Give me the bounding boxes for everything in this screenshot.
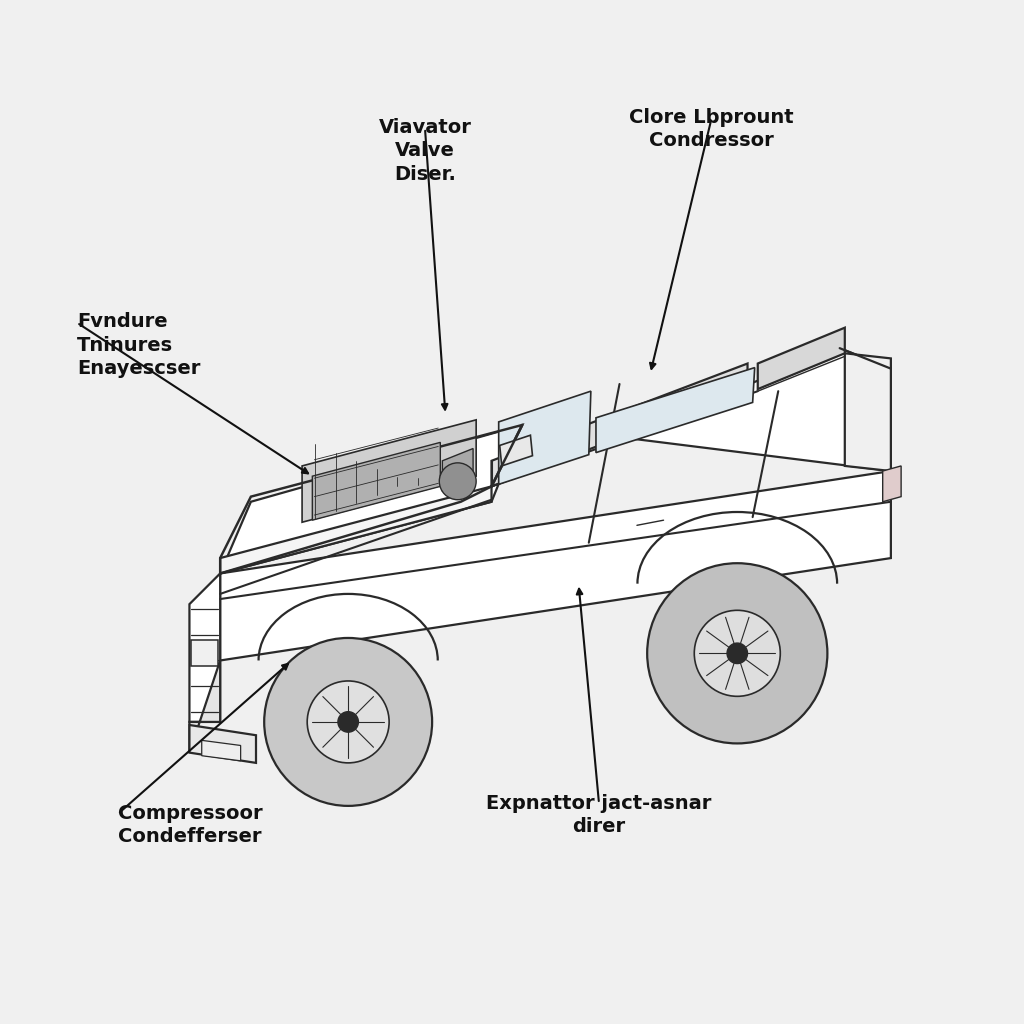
Circle shape [307, 681, 389, 763]
Text: Compressoor
Condefferser: Compressoor Condefferser [118, 804, 262, 847]
Polygon shape [202, 740, 241, 761]
Text: Expnattor jact-asnar
direr: Expnattor jact-asnar direr [486, 794, 712, 837]
Polygon shape [500, 435, 532, 466]
Polygon shape [220, 471, 891, 660]
Text: Viavator
Valve
Diser.: Viavator Valve Diser. [379, 118, 471, 183]
Polygon shape [189, 725, 256, 763]
Circle shape [439, 463, 476, 500]
Polygon shape [191, 640, 218, 666]
Polygon shape [442, 449, 473, 492]
Polygon shape [845, 353, 891, 471]
Text: Clore Lbprount
Condressor: Clore Lbprount Condressor [630, 108, 794, 151]
Polygon shape [596, 368, 755, 453]
Circle shape [727, 643, 748, 664]
Circle shape [694, 610, 780, 696]
Polygon shape [312, 442, 440, 520]
Polygon shape [492, 364, 748, 486]
Polygon shape [220, 486, 492, 573]
Circle shape [338, 712, 358, 732]
Polygon shape [189, 660, 220, 753]
Polygon shape [302, 420, 476, 522]
Circle shape [647, 563, 827, 743]
Polygon shape [499, 391, 591, 484]
Polygon shape [220, 425, 522, 573]
Text: Fvndure
Tninures
Enayescser: Fvndure Tninures Enayescser [77, 312, 200, 378]
Circle shape [264, 638, 432, 806]
Polygon shape [883, 466, 901, 502]
Polygon shape [758, 328, 845, 389]
Polygon shape [189, 573, 220, 722]
Polygon shape [492, 348, 891, 486]
